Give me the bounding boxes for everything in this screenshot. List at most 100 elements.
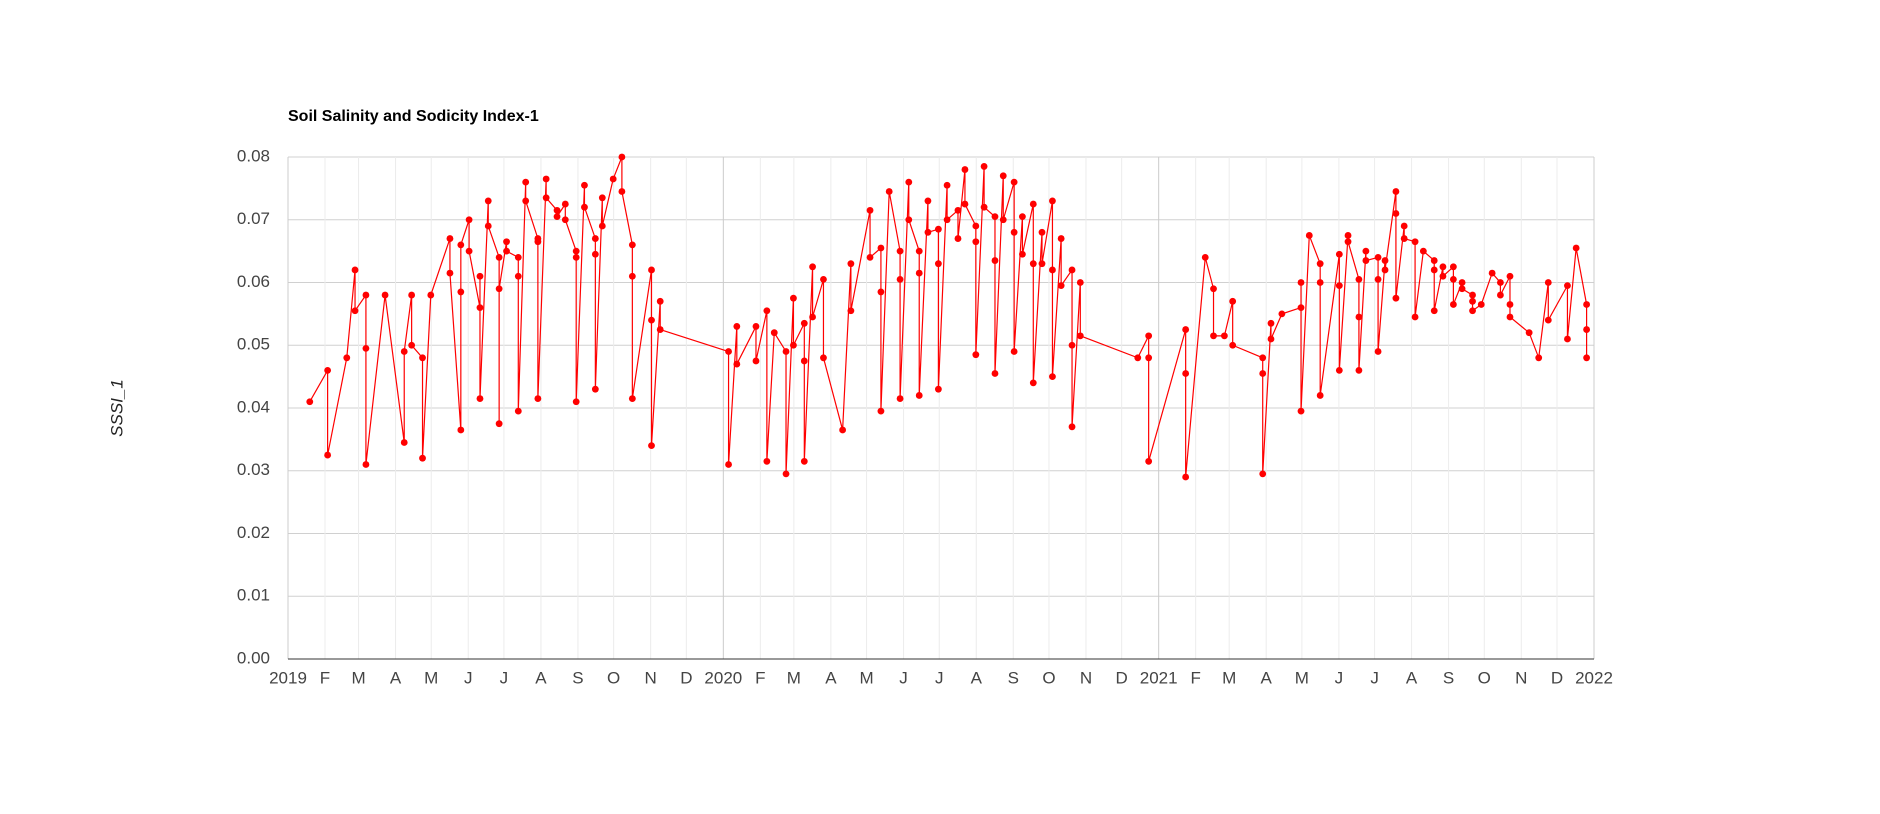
data-point [1439,263,1447,271]
data-point [1430,307,1438,315]
y-axis-label: SSSI_1 [107,379,126,437]
data-point [1488,269,1496,277]
x-tick-label: A [825,668,837,687]
x-tick-label: 2021 [1140,668,1178,687]
data-point [839,426,847,434]
x-tick-label: S [1008,668,1019,687]
data-point [656,326,664,333]
x-tick-label: O [607,668,620,687]
data-point [943,181,951,189]
data-point [1267,335,1275,343]
data-point [446,269,454,277]
data-point [1506,301,1514,308]
data-point [1278,310,1286,318]
data-point [1419,247,1427,255]
data-point [1355,366,1363,374]
data-point [896,275,904,283]
data-point [484,222,492,230]
data-point [1381,257,1389,264]
data-point [752,357,760,365]
x-tick-label: S [572,668,583,687]
data-point [809,263,816,271]
data-point [1392,294,1400,302]
data-point [1335,366,1343,374]
data-point [972,351,980,359]
data-point [1458,279,1466,286]
data-point [495,285,503,293]
data-point [1182,326,1190,333]
data-point [514,407,522,415]
data-point [419,454,426,462]
data-point [1297,304,1305,311]
data-point [915,269,923,277]
data-point [1449,263,1457,271]
data-point [476,395,484,402]
data-point [896,395,904,402]
data-point [1583,354,1590,362]
x-tick-label: N [1515,668,1527,687]
data-point [1316,392,1324,399]
data-point [1019,250,1026,258]
data-point [1201,254,1209,261]
data-point [800,319,808,327]
data-point [1497,279,1504,286]
data-point [1355,275,1363,283]
data-point [763,307,771,315]
y-tick-label: 0.04 [237,397,270,416]
x-tick-label: A [535,668,547,687]
data-point [1469,291,1476,299]
data-point [943,216,951,224]
x-tick-label: 2020 [704,668,742,687]
data-point [1010,228,1018,236]
data-point [628,241,636,249]
data-point [1564,335,1571,343]
x-tick-label: N [1080,668,1092,687]
data-point [648,266,655,274]
data-point [896,247,904,255]
data-point [400,348,408,355]
x-tick-label: J [464,668,473,687]
data-point [1316,260,1324,268]
x-tick-label: J [1370,668,1379,687]
x-tick-label: J [935,668,944,687]
data-point [484,197,492,205]
data-point [991,370,999,377]
data-point [1029,200,1037,208]
data-point [1544,279,1552,286]
data-point [1068,423,1076,431]
data-point [1525,329,1533,337]
data-point [503,238,510,246]
data-point [648,442,655,450]
data-point [1076,279,1084,286]
x-tick-label: J [1335,668,1344,687]
data-point [408,341,416,349]
data-point [351,307,359,315]
data-point [1057,282,1065,290]
data-point [1430,266,1438,274]
data-point [1344,232,1352,239]
data-point [618,153,626,161]
x-tick-label: A [1406,668,1418,687]
data-point [1297,279,1305,286]
data-point [905,216,913,224]
data-point [885,188,893,195]
data-point [542,194,550,202]
data-point [866,254,874,261]
data-point [1535,354,1543,362]
data-point [324,451,332,459]
x-tick-label: O [1478,668,1491,687]
data-point [1583,326,1590,333]
data-point [800,357,808,365]
data-point [598,222,606,230]
data-point [924,197,932,205]
data-point [1305,232,1313,239]
x-tick-label: 2019 [269,668,307,687]
data-point [1134,354,1142,362]
data-point [1297,407,1305,415]
data-point [934,260,942,268]
data-point [820,275,827,283]
data-point [572,247,580,255]
data-point [591,385,599,393]
data-point [553,206,561,214]
data-point [1544,316,1552,324]
